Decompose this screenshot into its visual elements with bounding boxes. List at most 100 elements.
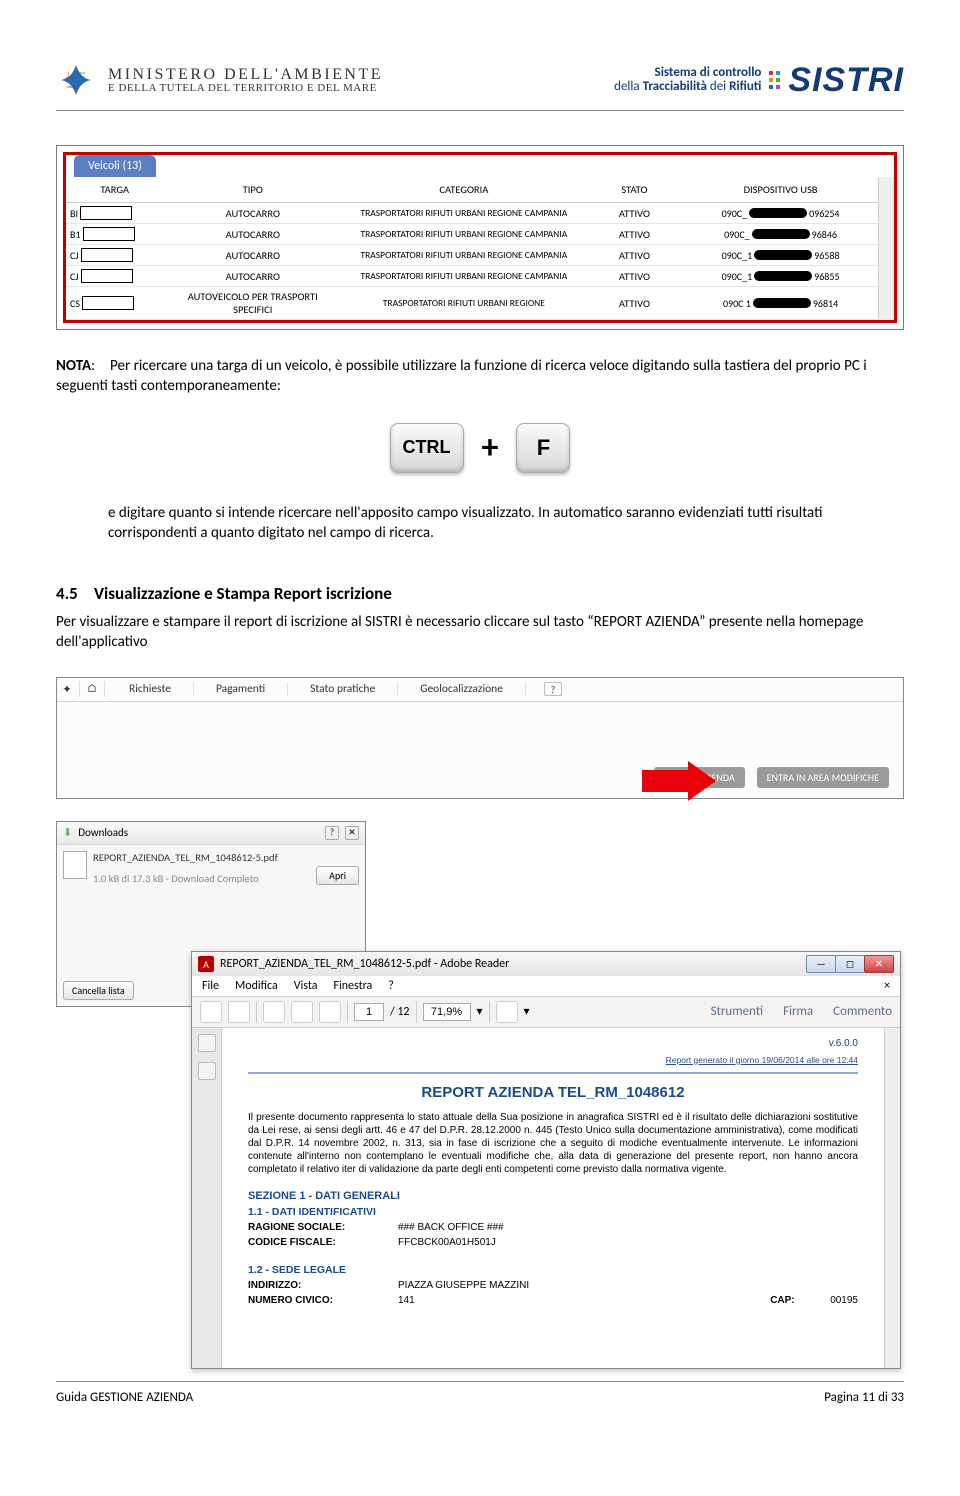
doc-timestamp: Report generato il giorno 19/06/2014 all… [666, 1055, 858, 1065]
tab-strumenti[interactable]: Strumenti [711, 1004, 764, 1019]
nav-stato-pratiche[interactable]: Stato pratiche [288, 682, 398, 696]
col-targa: TARGA [66, 177, 163, 203]
nav-home-icon[interactable]: ⌂ [82, 682, 102, 696]
doc-kv-indirizzo: INDIRIZZO: PIAZZA GIUSEPPE MAZZINI [248, 1280, 858, 1291]
menu-help[interactable]: ? [388, 979, 394, 993]
sistri-slogan: Sistema di controllo della Tracciabilità… [614, 66, 761, 95]
rail-thumbs-icon[interactable] [198, 1034, 216, 1052]
veicoli-panel: Veicoli (13) TARGA TIPO CATEGORIA STATO … [56, 145, 904, 330]
tool-save-icon[interactable] [319, 1001, 341, 1023]
col-categoria: CATEGORIA [342, 177, 586, 203]
section-4-5-heading: 4.5Visualizzazione e Stampa Report iscri… [56, 583, 904, 604]
doc-version: v.6.0.0 [248, 1038, 858, 1049]
minimize-button[interactable]: — [806, 955, 836, 973]
keyboard-shortcut: CTRL + F [56, 423, 904, 473]
page-total: / 12 [390, 1005, 410, 1019]
star-logo-icon [56, 60, 96, 100]
tool-open-icon[interactable] [200, 1001, 222, 1023]
maximize-button[interactable]: ◻ [835, 955, 865, 973]
sistri-logo-text: SISTRI [788, 61, 904, 100]
menu-file[interactable]: File [202, 979, 219, 993]
tool-overflow-icon[interactable]: ▾ [524, 1004, 530, 1019]
veicoli-scrollbar[interactable] [878, 177, 894, 320]
f-key-icon: F [516, 423, 570, 473]
doc-sub-12: 1.2 - SEDE LEGALE [248, 1264, 858, 1276]
doc-section-1: SEZIONE 1 - DATI GENERALI [248, 1190, 858, 1202]
section-number: 4.5 [56, 583, 94, 604]
sistri-dots-icon [769, 71, 780, 89]
download-item: REPORT_AZIENDA_TEL_RM_1048612-5.pdf Apri… [57, 844, 365, 891]
ministero-line2: E DELLA TUTELA DEL TERRITORIO E DEL MARE [108, 82, 383, 94]
menu-modifica[interactable]: Modifica [235, 979, 278, 993]
zoom-dropdown-icon[interactable]: ▾ [477, 1004, 483, 1019]
nav-richieste[interactable]: Richieste [107, 682, 194, 696]
doc-kv-cf: CODICE FISCALE: FFCBCK00A01H501J [248, 1237, 858, 1248]
veicoli-tab[interactable]: Veicoli (13) [74, 155, 156, 177]
veicoli-header-row: TARGA TIPO CATEGORIA STATO DISPOSITIVO U… [66, 177, 878, 203]
pdf-app-icon: A [198, 956, 214, 972]
table-row: CJAUTOCARROTRASPORTATORI RIFIUTI URBANI … [66, 266, 878, 287]
tab-firma[interactable]: Firma [783, 1004, 813, 1019]
section-4-5-para: Per visualizzare e stampare il report di… [56, 612, 904, 653]
menu-close-icon[interactable]: × [884, 979, 890, 993]
cancella-lista-button[interactable]: Cancella lista [63, 981, 134, 1000]
nav-geolocalizzazione[interactable]: Geolocalizzazione [398, 682, 526, 696]
tool-email-icon[interactable] [263, 1001, 285, 1023]
col-stato: STATO [586, 177, 683, 203]
lower-composite: ⬇ Downloads ? ✕ REPORT_AZIENDA_TEL_RM_10… [56, 821, 904, 1361]
ctrl-key-icon: CTRL [390, 423, 464, 473]
nota-text2: e digitare quanto si intende ricercare n… [56, 503, 904, 544]
header-left: MINISTERO DELL'AMBIENTE E DELLA TUTELA D… [56, 60, 383, 100]
reader-side-rail [192, 1028, 222, 1368]
adobe-reader-window: A REPORT_AZIENDA_TEL_RM_1048612-5.pdf - … [191, 951, 901, 1369]
svg-text:A: A [203, 958, 209, 971]
pdf-file-icon [63, 851, 87, 879]
downloads-titlebar: ⬇ Downloads ? ✕ [57, 822, 365, 844]
apri-button[interactable]: Apri [316, 866, 359, 885]
ministero-text: MINISTERO DELL'AMBIENTE E DELLA TUTELA D… [108, 66, 383, 94]
tool-cloud-icon[interactable] [291, 1001, 313, 1023]
tool-print-icon[interactable] [228, 1001, 250, 1023]
rail-attach-icon[interactable] [198, 1062, 216, 1080]
reader-toolbar: / 12 ▾ ▾ Strumenti Firma Commento [192, 997, 900, 1028]
table-row: BIAUTOCARROTRASPORTATORI RIFIUTI URBANI … [66, 203, 878, 224]
downloads-title: Downloads [78, 826, 319, 839]
red-arrow-icon [642, 770, 688, 792]
close-button[interactable]: ✕ [864, 955, 894, 973]
tool-hand-icon[interactable] [496, 1001, 518, 1023]
reader-title-text: REPORT_AZIENDA_TEL_RM_1048612-5.pdf - Ad… [220, 957, 807, 971]
nav-star-icon[interactable]: ✦ [57, 682, 77, 697]
downloads-close-icon[interactable]: ✕ [345, 826, 359, 840]
doc-sub-11: 1.1 - DATI IDENTIFICATIVI [248, 1206, 858, 1218]
nav-pagamenti[interactable]: Pagamenti [194, 682, 288, 696]
downloads-pin-icon[interactable]: ? [325, 826, 339, 840]
plus-icon: + [482, 427, 499, 468]
doc-title: REPORT AZIENDA TEL_RM_1048612 [248, 1084, 858, 1101]
menu-vista[interactable]: Vista [294, 979, 318, 993]
reader-scrollbar[interactable] [884, 1028, 900, 1368]
nota-block: NOTA: Per ricercare una targa di un veic… [56, 356, 904, 397]
nav-help-icon[interactable]: ? [544, 682, 562, 696]
zoom-input[interactable] [423, 1003, 471, 1021]
doc-kv-ragione: RAGIONE SOCIALE: ### BACK OFFICE ### [248, 1222, 858, 1233]
table-row: B1AUTOCARROTRASPORTATORI RIFIUTI URBANI … [66, 224, 878, 245]
nota-label: NOTA [56, 357, 91, 375]
entra-area-modifiche-button[interactable]: ENTRA IN AREA MODIFICHE [757, 767, 889, 788]
nota-text1: : Per ricercare una targa di un veicolo,… [56, 357, 867, 395]
table-row: CSAUTOVEICOLO PER TRASPORTI SPECIFICITRA… [66, 287, 878, 320]
tab-commento[interactable]: Commento [833, 1004, 892, 1019]
col-tipo: TIPO [163, 177, 342, 203]
nav-strip: ✦ ⌂ Richieste Pagamenti Stato pratiche G… [57, 678, 903, 702]
section-title: Visualizzazione e Stampa Report iscrizio… [94, 583, 392, 604]
doc-kv-civico: NUMERO CIVICO: 141 CAP: 00195 [248, 1295, 858, 1306]
header-right: Sistema di controllo della Tracciabilità… [614, 61, 904, 100]
doc-intro-para: Il presente documento rappresenta lo sta… [248, 1111, 858, 1176]
page-number-input[interactable] [354, 1003, 384, 1021]
table-row: CJAUTOCARROTRASPORTATORI RIFIUTI URBANI … [66, 245, 878, 266]
veicoli-table: TARGA TIPO CATEGORIA STATO DISPOSITIVO U… [66, 177, 878, 320]
reader-menubar: File Modifica Vista Finestra ? × [192, 976, 900, 997]
nav-screenshot-panel: ✦ ⌂ Richieste Pagamenti Stato pratiche G… [56, 677, 904, 799]
col-usb: DISPOSITIVO USB [683, 177, 878, 203]
page-header: MINISTERO DELL'AMBIENTE E DELLA TUTELA D… [56, 60, 904, 111]
menu-finestra[interactable]: Finestra [333, 979, 372, 993]
